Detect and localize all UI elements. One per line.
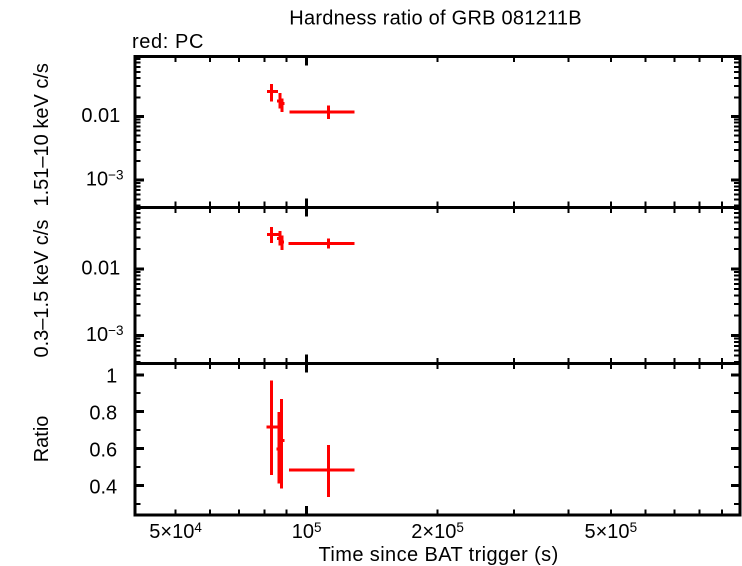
svg-text:Hardness ratio of GRB 081211B: Hardness ratio of GRB 081211B xyxy=(289,7,582,29)
svg-text:Ratio: Ratio xyxy=(31,416,53,463)
svg-text:5×104: 5×104 xyxy=(149,520,202,543)
svg-text:0.3–1.5 keV c/s: 0.3–1.5 keV c/s xyxy=(31,220,53,358)
svg-text:red: PC: red: PC xyxy=(132,31,204,53)
svg-text:10−3: 10−3 xyxy=(86,323,124,346)
svg-text:0.01: 0.01 xyxy=(81,105,120,127)
svg-text:10−3: 10−3 xyxy=(86,168,124,191)
svg-text:1: 1 xyxy=(106,366,117,388)
svg-text:0.4: 0.4 xyxy=(89,476,117,498)
svg-text:0.8: 0.8 xyxy=(89,403,117,425)
svg-text:Time since BAT trigger (s): Time since BAT trigger (s) xyxy=(319,544,559,566)
svg-text:2×105: 2×105 xyxy=(411,520,464,543)
svg-text:0.01: 0.01 xyxy=(81,257,120,279)
svg-text:5×105: 5×105 xyxy=(585,520,638,543)
svg-text:105: 105 xyxy=(292,520,322,543)
svg-text:1.51–10 keV c/s: 1.51–10 keV c/s xyxy=(31,63,53,206)
svg-text:0.6: 0.6 xyxy=(89,439,117,461)
